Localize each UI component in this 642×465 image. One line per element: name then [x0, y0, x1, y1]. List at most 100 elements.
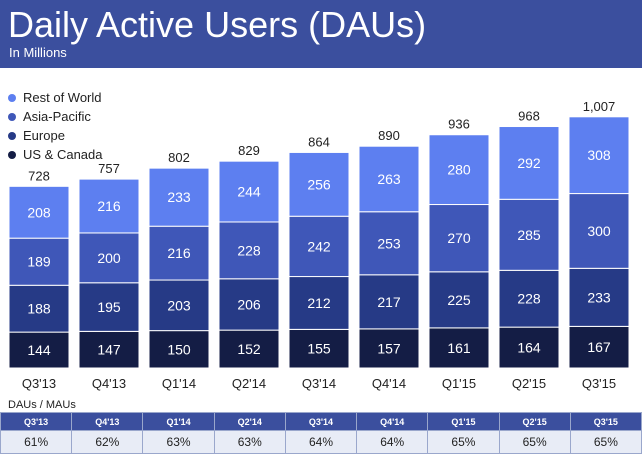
bar-value-label-us-canada: 161 [447, 340, 471, 356]
bar-segment-europe [498, 269, 560, 328]
bar-total-label: 757 [98, 161, 120, 176]
table-cell: 65% [569, 430, 642, 454]
bar-total-label: 864 [308, 134, 330, 149]
bar-segment-us-canada [78, 330, 140, 369]
bar-segment-rest-of-world [218, 160, 280, 223]
legend-item-rest-of-world: Rest of World [8, 88, 103, 107]
table-header-cell: Q3'15 [569, 412, 642, 431]
legend-label-us-canada: US & Canada [23, 147, 103, 162]
bar-value-label-us-canada: 152 [237, 341, 261, 357]
bar-value-label-europe: 225 [447, 292, 471, 308]
dau-mau-table: Q3'13 Q4'13 Q1'14 Q2'14 Q3'14 Q4'14 Q1'1… [0, 412, 642, 454]
bar-value-label-asia-pacific: 285 [517, 227, 541, 243]
bar-total-label: 890 [378, 128, 400, 143]
bar-value-label-rest-of-world: 256 [307, 176, 331, 192]
table-header-cell: Q2'14 [213, 412, 286, 431]
bar-value-label-asia-pacific: 189 [27, 254, 51, 270]
bar-value-label-rest-of-world: 216 [97, 198, 121, 214]
table-header-cell: Q4'13 [71, 412, 144, 431]
bar-segment-europe [148, 279, 210, 332]
bar-segment-rest-of-world [358, 145, 420, 213]
bar-total-label: 1,007 [583, 99, 616, 114]
table-header-cell: Q3'13 [0, 412, 73, 431]
table-cell: 62% [71, 430, 144, 454]
ratio-table-label: DAUs / MAUs [8, 399, 76, 411]
bar-value-label-europe: 228 [517, 291, 541, 307]
bar-segment-asia-pacific [358, 211, 420, 276]
table-cell: 61% [0, 430, 73, 454]
header-bar: Daily Active Users (DAUs) In Millions [0, 0, 642, 68]
bar-segment-europe [8, 284, 70, 333]
bar-value-label-europe: 188 [27, 301, 51, 317]
bar-value-label-us-canada: 157 [377, 340, 401, 356]
legend-swatch-asia-pacific [8, 112, 16, 121]
bar-value-label-rest-of-world: 292 [517, 155, 541, 171]
bar-value-label-asia-pacific: 216 [167, 245, 191, 261]
table-cell: 64% [356, 430, 429, 454]
bar-total-label: 936 [448, 117, 470, 132]
table-header-cell: Q2'15 [498, 412, 571, 431]
bar-value-label-us-canada: 164 [517, 340, 541, 356]
bar-segment-rest-of-world [148, 167, 210, 227]
legend-swatch-europe [8, 131, 16, 140]
bar-segment-rest-of-world [78, 178, 140, 234]
table-header-row: Q3'13 Q4'13 Q1'14 Q2'14 Q3'14 Q4'14 Q1'1… [0, 412, 642, 431]
legend-label-europe: Europe [23, 128, 65, 143]
bar-value-label-europe: 206 [237, 296, 261, 312]
bar-value-label-rest-of-world: 244 [237, 184, 261, 200]
table-cell: 64% [284, 430, 358, 454]
bar-value-label-asia-pacific: 200 [97, 250, 121, 266]
bar-value-label-rest-of-world: 208 [27, 204, 51, 220]
page-subtitle: In Millions [9, 45, 67, 60]
bar-value-label-asia-pacific: 253 [377, 235, 401, 251]
bar-segment-us-canada [568, 325, 630, 369]
chart-legend: Rest of World Asia-Pacific Europe US & C… [8, 88, 103, 164]
bar-value-label-asia-pacific: 228 [237, 242, 261, 258]
bar-value-label-rest-of-world: 233 [167, 189, 191, 205]
bar-segment-rest-of-world [498, 126, 560, 200]
legend-label-rest-of-world: Rest of World [23, 90, 102, 105]
bar-segment-asia-pacific [148, 225, 210, 281]
bar-value-label-rest-of-world: 263 [377, 171, 401, 187]
bar-segment-rest-of-world [8, 185, 70, 239]
x-tick-label: Q4'13 [92, 376, 126, 391]
legend-label-asia-pacific: Asia-Pacific [23, 109, 91, 124]
page-title: Daily Active Users (DAUs) [8, 4, 427, 45]
bar-segment-asia-pacific [428, 204, 490, 273]
bar-segment-us-canada [288, 328, 350, 369]
bar-total-label: 728 [28, 168, 50, 183]
table-header-cell: Q4'14 [356, 412, 429, 431]
bar-segment-rest-of-world [568, 116, 630, 195]
table-header-cell: Q3'14 [284, 412, 358, 431]
bar-value-label-europe: 212 [307, 295, 331, 311]
bar-segment-asia-pacific [8, 237, 70, 286]
bar-value-label-asia-pacific: 270 [447, 230, 471, 246]
bar-segment-europe [428, 271, 490, 329]
bar-segment-us-canada [8, 331, 70, 369]
legend-swatch-us-canada [8, 150, 16, 159]
bar-segment-asia-pacific [568, 193, 630, 269]
x-tick-label: Q4'14 [372, 376, 406, 391]
legend-swatch-rest-of-world [8, 93, 16, 102]
bar-value-label-rest-of-world: 280 [447, 162, 471, 178]
x-tick-label: Q2'15 [512, 376, 546, 391]
x-tick-label: Q1'15 [442, 376, 476, 391]
table-cell: 65% [427, 430, 500, 454]
legend-item-europe: Europe [8, 126, 103, 145]
bar-total-label: 968 [518, 109, 540, 124]
bar-segment-us-canada [428, 327, 490, 369]
bar-value-label-us-canada: 155 [307, 341, 331, 357]
x-tick-label: Q2'14 [232, 376, 266, 391]
bar-value-label-europe: 217 [377, 294, 401, 310]
bar-value-label-us-canada: 150 [167, 341, 191, 357]
bar-value-label-europe: 233 [587, 289, 611, 305]
bar-segment-europe [78, 282, 140, 332]
bar-value-label-us-canada: 167 [587, 339, 611, 355]
bar-segment-asia-pacific [218, 221, 280, 280]
bar-value-label-asia-pacific: 242 [307, 238, 331, 254]
x-tick-label: Q3'14 [302, 376, 336, 391]
table-cell: 65% [498, 430, 571, 454]
table-row: 61% 62% 63% 63% 64% 64% 65% 65% 65% [0, 430, 642, 454]
bar-segment-rest-of-world [288, 151, 350, 217]
bar-segment-asia-pacific [498, 198, 560, 271]
